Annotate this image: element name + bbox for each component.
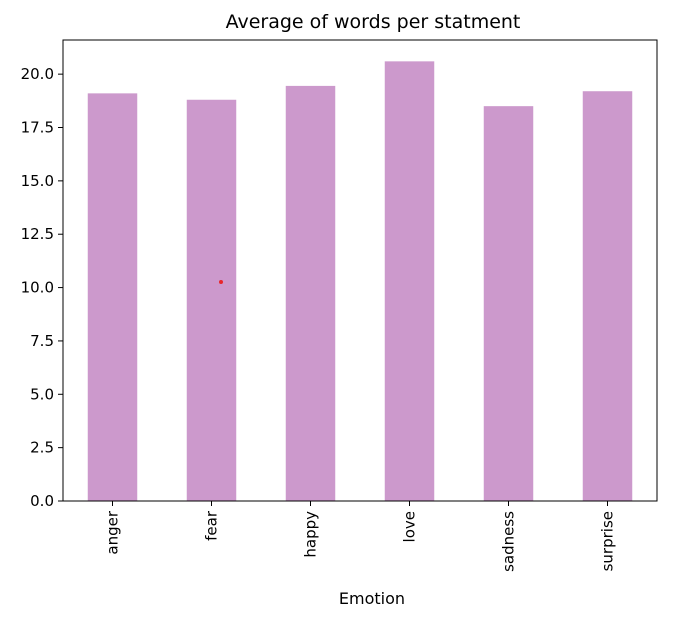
marker-dot (219, 280, 223, 284)
y-tick-label: 5.0 (30, 385, 54, 403)
y-tick-label: 7.5 (30, 332, 54, 350)
x-tick-label: love (401, 511, 419, 542)
bars-group (87, 61, 633, 502)
y-tick-label: 17.5 (21, 119, 54, 137)
x-tick-label: surprise (599, 511, 617, 571)
y-tick-label: 0.0 (30, 492, 54, 510)
y-tick-label: 12.5 (21, 225, 54, 243)
plot-frame (62, 39, 658, 502)
chart-title: Average of words per statment (226, 11, 521, 33)
bar-anger (87, 93, 138, 502)
x-tick-label: fear (203, 510, 221, 541)
y-tick-label: 15.0 (21, 172, 54, 190)
y-axis: 0.0 2.5 5.0 7.5 10.0 12.5 15.0 17.5 20.0 (21, 65, 63, 510)
x-axis: anger fear happy love sadness surprise (104, 501, 617, 572)
bar-fear (186, 99, 237, 501)
x-tick-label: happy (302, 511, 320, 558)
bar-love (384, 61, 435, 502)
bar-happy (285, 85, 336, 502)
x-tick-label: sadness (500, 511, 518, 572)
y-tick-label: 2.5 (30, 439, 54, 457)
bar-sadness (483, 106, 534, 501)
bar-surprise (582, 91, 633, 501)
y-tick-label: 20.0 (21, 65, 54, 83)
x-tick-label: anger (104, 510, 122, 554)
y-tick-label: 10.0 (21, 279, 54, 297)
x-axis-label: Emotion (339, 589, 405, 608)
